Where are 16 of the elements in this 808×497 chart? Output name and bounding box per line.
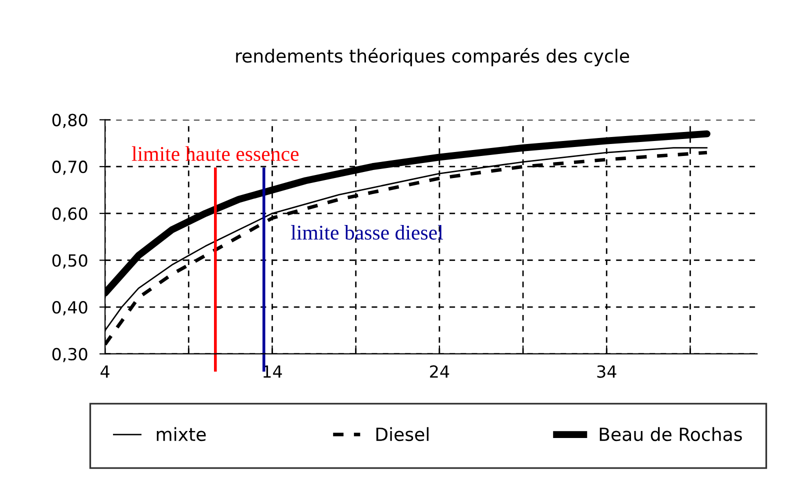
x-tick-label: 24 (430, 365, 450, 378)
y-tick-label: 0,60 (52, 207, 88, 222)
ref-line-label: limite basse diesel (291, 225, 443, 240)
x-tick-label: 4 (100, 365, 110, 378)
legend-label: mixte (156, 427, 206, 442)
legend-label: Beau de Rochas (600, 427, 742, 442)
chart-title: rendements théoriques comparés des cycle (236, 48, 630, 66)
y-tick-label: 0,40 (52, 301, 88, 316)
x-tick-label: 14 (263, 365, 282, 378)
ref-line-label: limite haute essence (132, 146, 299, 161)
x-tick-label: 34 (597, 365, 616, 378)
legend-label: Diesel (376, 427, 428, 442)
y-tick-label: 0,80 (52, 114, 88, 128)
y-tick-label: 0,70 (52, 160, 88, 175)
y-tick-label: 0,50 (52, 254, 88, 268)
y-tick-label: 0,30 (52, 348, 88, 362)
